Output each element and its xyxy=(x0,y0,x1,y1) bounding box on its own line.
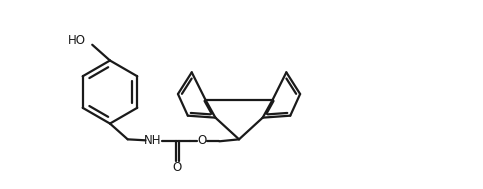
Text: NH: NH xyxy=(143,134,161,147)
Text: O: O xyxy=(197,134,206,147)
Text: HO: HO xyxy=(68,34,85,47)
Text: O: O xyxy=(173,161,182,174)
